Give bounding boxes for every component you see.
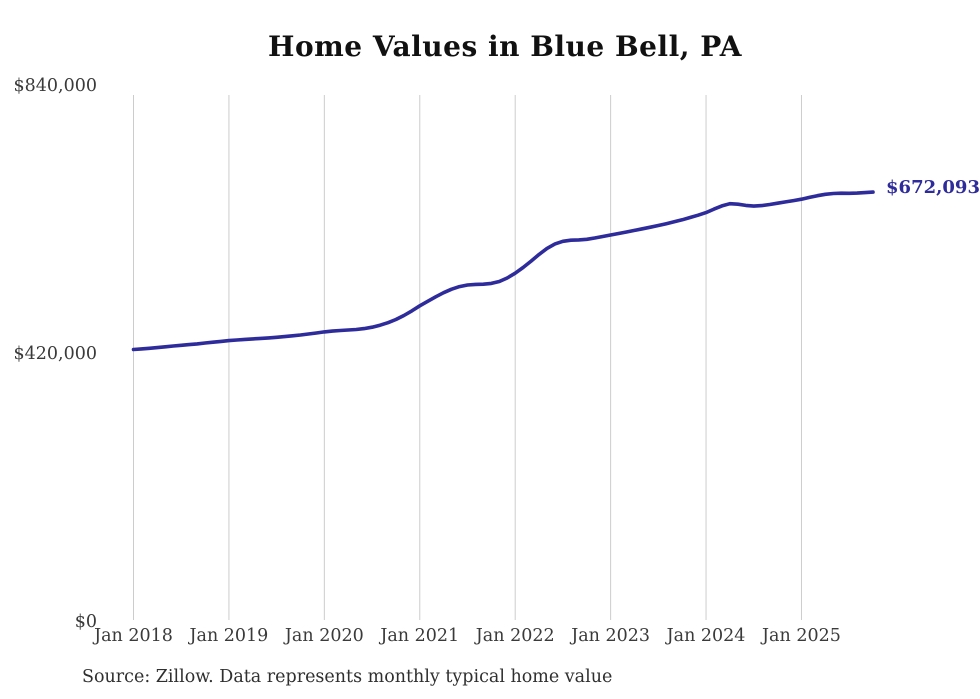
x-tick-label: Jan 2022 bbox=[474, 626, 555, 646]
value-line bbox=[131, 190, 875, 352]
end-value-label: $672,093 bbox=[886, 177, 980, 198]
x-tick-label: Jan 2019 bbox=[188, 626, 269, 646]
x-tick-label: Jan 2024 bbox=[665, 626, 746, 646]
y-tick-label: $420,000 bbox=[13, 344, 97, 364]
x-tick-label: Jan 2025 bbox=[760, 626, 841, 646]
x-tick-label: Jan 2021 bbox=[378, 626, 459, 646]
chart-title: Home Values in Blue Bell, PA bbox=[268, 30, 742, 63]
x-tick-label: Jan 2020 bbox=[283, 626, 364, 646]
y-tick-label: $0 bbox=[75, 612, 97, 632]
x-tick-label: Jan 2018 bbox=[92, 626, 173, 646]
x-tick-label: Jan 2023 bbox=[569, 626, 650, 646]
source-note: Source: Zillow. Data represents monthly … bbox=[82, 667, 613, 687]
y-tick-label: $840,000 bbox=[13, 76, 97, 96]
